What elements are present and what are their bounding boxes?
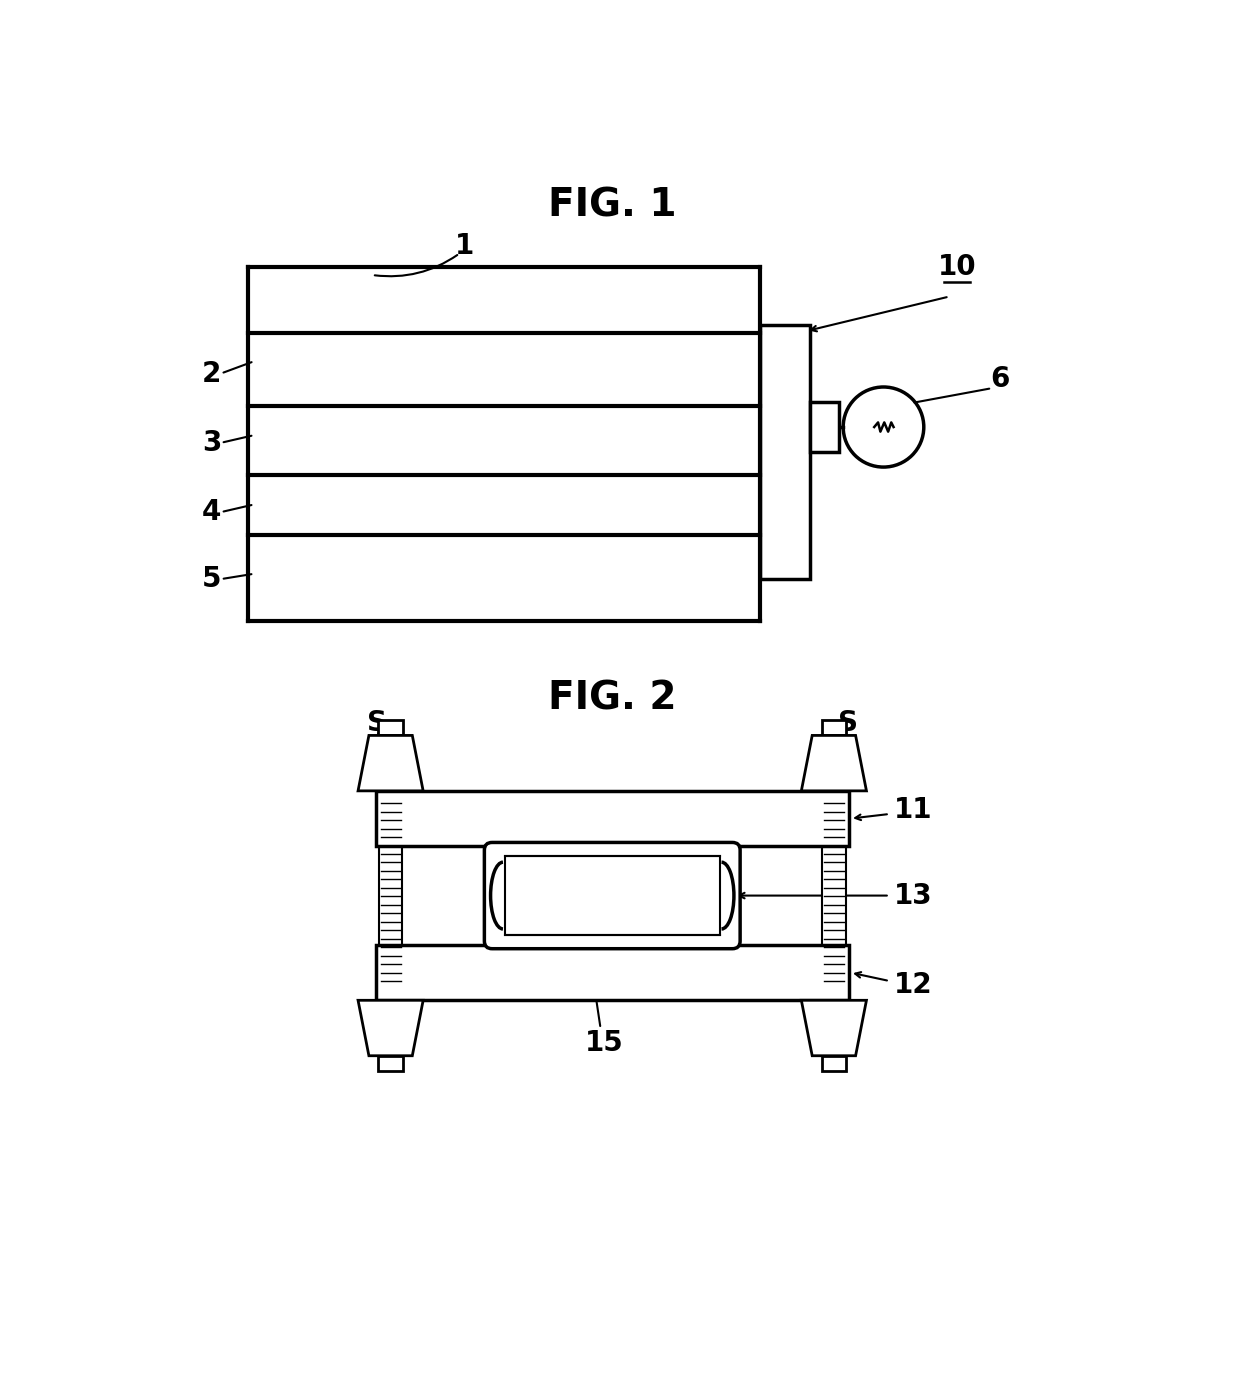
Text: 2: 2 xyxy=(202,359,221,387)
Text: S: S xyxy=(367,709,387,737)
Bar xyxy=(505,857,720,935)
Polygon shape xyxy=(358,736,423,791)
Bar xyxy=(378,1056,403,1071)
Bar xyxy=(759,325,810,579)
FancyBboxPatch shape xyxy=(485,843,740,949)
Text: 3: 3 xyxy=(202,429,221,457)
Text: 14: 14 xyxy=(596,812,635,840)
Text: 11: 11 xyxy=(894,797,932,825)
Text: 13: 13 xyxy=(894,882,932,910)
Bar xyxy=(379,800,402,990)
Text: 5: 5 xyxy=(202,566,221,593)
Text: 4: 4 xyxy=(202,499,221,527)
Polygon shape xyxy=(358,1000,423,1056)
Bar xyxy=(248,267,759,333)
Text: S: S xyxy=(838,709,858,737)
Bar xyxy=(248,535,759,621)
Bar xyxy=(248,405,759,475)
Bar xyxy=(821,1056,846,1071)
Text: 15: 15 xyxy=(585,1028,624,1057)
Text: 12: 12 xyxy=(894,971,932,999)
Text: FIG. 1: FIG. 1 xyxy=(548,187,677,224)
Bar xyxy=(822,800,846,990)
Bar xyxy=(376,944,848,1000)
Bar xyxy=(821,720,846,736)
Polygon shape xyxy=(801,1000,867,1056)
Polygon shape xyxy=(801,736,867,791)
Bar xyxy=(248,267,759,621)
Text: 10: 10 xyxy=(937,254,976,281)
Bar xyxy=(376,791,848,847)
Text: 6: 6 xyxy=(990,365,1009,393)
Text: 1: 1 xyxy=(455,233,475,260)
Text: FIG. 2: FIG. 2 xyxy=(548,680,677,717)
Bar xyxy=(810,403,839,453)
Bar xyxy=(248,333,759,405)
Bar xyxy=(248,475,759,535)
Bar xyxy=(378,720,403,736)
